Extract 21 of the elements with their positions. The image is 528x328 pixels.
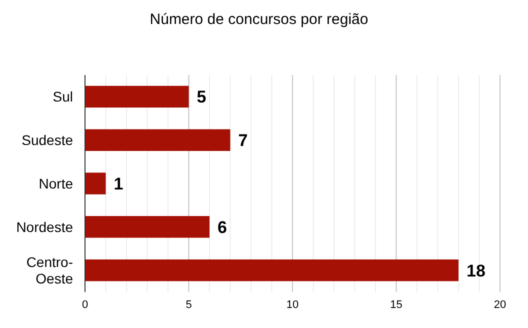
x-tick-label: 20 bbox=[494, 299, 506, 311]
bar bbox=[85, 172, 106, 194]
bar bbox=[85, 259, 458, 282]
data-label: 6 bbox=[218, 218, 227, 237]
bar bbox=[85, 129, 230, 151]
data-label: 5 bbox=[196, 88, 206, 107]
data-label: 1 bbox=[114, 174, 124, 194]
x-tick-label: 10 bbox=[286, 299, 299, 311]
y-tick-label: Sudeste bbox=[22, 132, 74, 148]
x-tick-label: 0 bbox=[82, 299, 88, 311]
y-tick-label: Sul bbox=[52, 88, 73, 105]
y-tick-label: Norte bbox=[38, 175, 74, 192]
y-tick-label: Nordeste bbox=[16, 218, 74, 235]
x-tick-label: 5 bbox=[186, 299, 192, 311]
data-label: 18 bbox=[466, 261, 486, 280]
bar bbox=[85, 86, 189, 108]
x-tick-label: 15 bbox=[390, 299, 402, 311]
y-tick-label: Centro-Oeste bbox=[26, 254, 74, 287]
bar bbox=[85, 216, 210, 238]
chart-title: Número de concursos por região bbox=[150, 11, 368, 28]
data-label: 7 bbox=[238, 131, 248, 150]
